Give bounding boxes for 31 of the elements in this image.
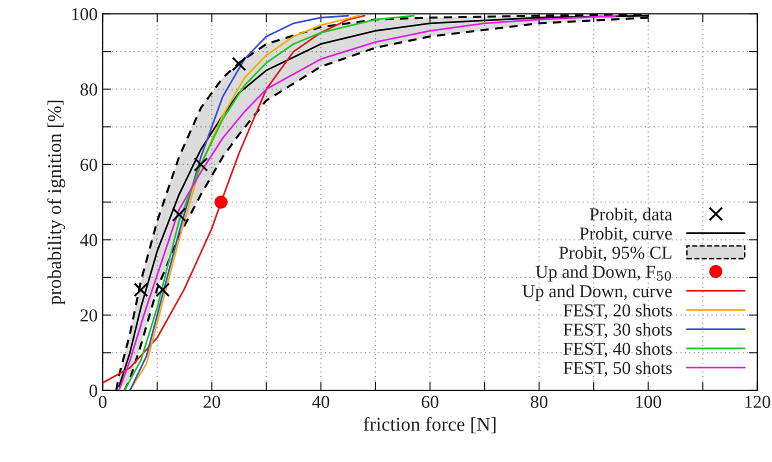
point (214, 196, 228, 209)
point (134, 282, 148, 298)
legend-label: FEST, 20 shots (563, 304, 672, 320)
point (194, 157, 208, 172)
x-tick-label: 60 (422, 396, 438, 408)
x-tick-label: 40 (312, 396, 330, 408)
x-tick-label: 20 (204, 396, 220, 408)
x-tick-label: 100 (636, 396, 662, 408)
legend-label: FEST, 50 shots (563, 361, 672, 377)
legend-label: FEST, 30 shots (563, 322, 672, 338)
y-tick-label: 80 (80, 83, 98, 96)
legend-label: Probit, data (590, 208, 672, 224)
line-series (124, 14, 414, 390)
point (172, 207, 186, 222)
point (155, 282, 170, 298)
legend-label: Up and Down, F$_{50}$ (536, 265, 672, 282)
x-tick-label: 120 (745, 396, 770, 408)
x-axis-title: friction force [N] (364, 416, 496, 434)
y-tick-label: 0 (89, 384, 98, 397)
x-tick-label: 0 (98, 396, 106, 408)
legend-label: FEST, 40 shots (563, 342, 672, 358)
x-tick-label: 80 (530, 396, 548, 408)
y-tick-label: 100 (72, 8, 98, 20)
legend-label: Probit, 95% CL (559, 246, 672, 262)
y-axis-title: probability of ignition [%] (47, 100, 66, 305)
y-tick-label: 20 (80, 309, 98, 322)
legend-label: Probit, curve (580, 226, 672, 242)
y-tick-label: 40 (80, 234, 98, 246)
point (232, 56, 246, 72)
y-tick-label: 60 (80, 158, 98, 171)
legend-label: Up and Down, curve (522, 284, 672, 301)
